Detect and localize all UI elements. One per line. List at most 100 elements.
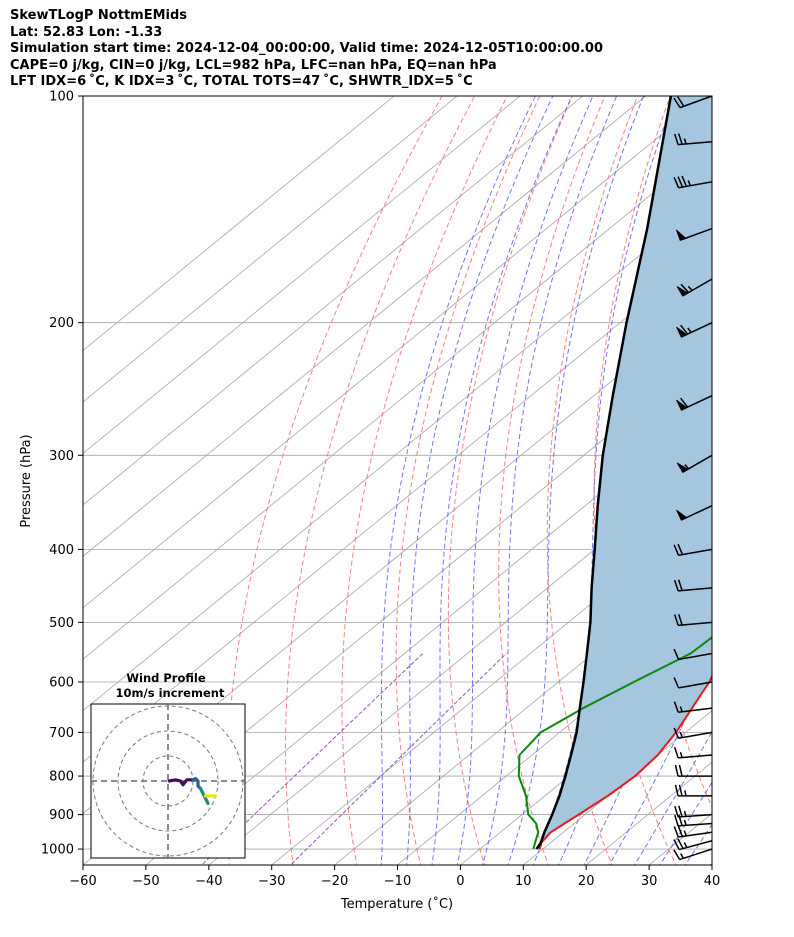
- wind-barb-half-feather: [683, 810, 687, 817]
- wind-barb: [673, 543, 713, 557]
- wind-barb-half-feather: [687, 180, 692, 186]
- wind-barb-feather: [674, 805, 679, 818]
- wind-barb-half-feather: [684, 464, 690, 470]
- wind-barb: [674, 805, 713, 818]
- wind-barb: [673, 95, 713, 109]
- isotherm-gridline: [83, 96, 584, 506]
- wind-barb-feather: [673, 677, 680, 689]
- wind-barb-half-feather: [683, 830, 687, 837]
- wind-barb-shaft: [678, 840, 713, 851]
- parcel-line: [535, 96, 673, 850]
- wind-barb-feather: [677, 579, 683, 591]
- wind-barb-feather: [673, 97, 681, 109]
- wind-barb-feather: [677, 96, 685, 107]
- cape-fill: [536, 96, 712, 849]
- wind-barb-feather: [673, 839, 680, 850]
- x-tick-label: −60: [69, 874, 96, 889]
- wind-barb: [673, 701, 713, 714]
- wind-barb-flag: [676, 509, 688, 521]
- wind-barb-half-feather: [683, 819, 687, 826]
- wind-barb: [676, 278, 713, 297]
- wind-barb-feather: [673, 177, 680, 188]
- wind-barb-feather: [680, 324, 689, 335]
- moist-adiabat: [733, 96, 794, 868]
- y-tick-label: 600: [49, 675, 74, 690]
- dry-adiabat: [285, 96, 476, 865]
- wind-barb: [673, 746, 713, 759]
- x-tick-label: 20: [578, 874, 595, 889]
- wind-barb-half-feather: [687, 285, 693, 292]
- isotherm-gridline: [83, 96, 521, 454]
- isotherm-gridline: [83, 96, 458, 403]
- wind-barb-shaft: [678, 813, 713, 818]
- hodograph-ring: [92, 705, 244, 857]
- wind-barb-half-feather: [679, 751, 683, 758]
- y-tick-label: 900: [49, 808, 74, 823]
- wind-barb-feather: [674, 764, 679, 777]
- wind-barb-feather: [673, 579, 679, 592]
- isotherm-gridline: [83, 96, 709, 609]
- wind-barb-feather: [677, 543, 684, 555]
- dry-adiabat: [395, 96, 541, 865]
- wind-barb-feather: [678, 764, 683, 777]
- wind-barb-shaft: [678, 707, 713, 714]
- wind-barb-feather: [677, 176, 684, 188]
- chart-title: SkewTLogP NottmEMids: [10, 8, 188, 23]
- dry-adiabat: [546, 96, 638, 865]
- wind-barb-feather: [673, 133, 679, 145]
- wind-barb-shaft: [678, 731, 713, 740]
- isotherm-gridline: [83, 96, 647, 557]
- dewpoint-line: [517, 636, 712, 850]
- wind-barb-feather: [673, 701, 679, 713]
- y-tick-label: 500: [49, 616, 74, 631]
- wind-barb-feather: [680, 397, 689, 408]
- wind-barb-shaft: [678, 140, 713, 146]
- wind-barb: [673, 838, 713, 851]
- y-tick-label: 300: [49, 449, 74, 464]
- wind-barb: [673, 825, 713, 838]
- axes-layer: −60 −50 −40 −30 −20 −10 0 10 20 30 40 100 200 300 400 5…: [41, 90, 720, 890]
- x-tick-label: −50: [132, 874, 159, 889]
- wind-barb: [674, 764, 712, 777]
- hodograph-inset: Wind Profile 10m/s increment: [90, 671, 246, 859]
- wind-barb-feather: [673, 849, 681, 860]
- wind-barb-feather: [678, 805, 683, 817]
- wind-barb-flag: [675, 229, 687, 241]
- wind-barb: [673, 579, 713, 592]
- wind-barb-shaft: [678, 754, 713, 759]
- wind-barb-shaft: [678, 587, 713, 592]
- x-tick-label: 10: [515, 874, 532, 889]
- wind-barb-half-feather: [679, 732, 684, 738]
- wind-barb-shaft: [679, 848, 713, 861]
- wind-barb-shaft: [678, 831, 713, 838]
- chart-header: SkewTLogP NottmEMids Lat: 52.83 Lon: -1.…: [10, 8, 603, 91]
- wind-barb-feather: [677, 825, 683, 837]
- isotherm-gridline: [523, 710, 712, 865]
- dry-adiabat: [768, 96, 794, 868]
- hodograph-plot: [91, 704, 245, 858]
- moist-adiabat: [709, 861, 712, 865]
- moist-adiabat: [380, 96, 536, 865]
- cape-fill-layer: [536, 96, 712, 849]
- x-tick-label: 30: [641, 874, 658, 889]
- wind-barb-shaft: [678, 548, 713, 557]
- wind-barb: [673, 648, 713, 661]
- profile-lines-layer: [517, 96, 712, 850]
- wind-barb-half-feather: [679, 853, 685, 859]
- mixing-ratio-line: [289, 653, 507, 865]
- isotherm-gridline: [83, 96, 395, 352]
- wind-barb-feather: [673, 648, 680, 660]
- wind-barb: [673, 613, 713, 627]
- wind-barb-feather: [673, 746, 679, 759]
- wind-barb-flag: [676, 399, 688, 411]
- wind-barb-feather: [677, 613, 683, 626]
- wind-barb: [676, 505, 713, 521]
- wind-barb-shaft: [678, 681, 713, 689]
- wind-barb-flag: [676, 326, 688, 338]
- wind-barb-shaft: [679, 95, 713, 109]
- wind-barbs-layer: [673, 95, 713, 861]
- hodograph-trace: [167, 778, 195, 787]
- wind-barb-feather: [673, 727, 680, 739]
- x-tick-label: 0: [456, 874, 464, 889]
